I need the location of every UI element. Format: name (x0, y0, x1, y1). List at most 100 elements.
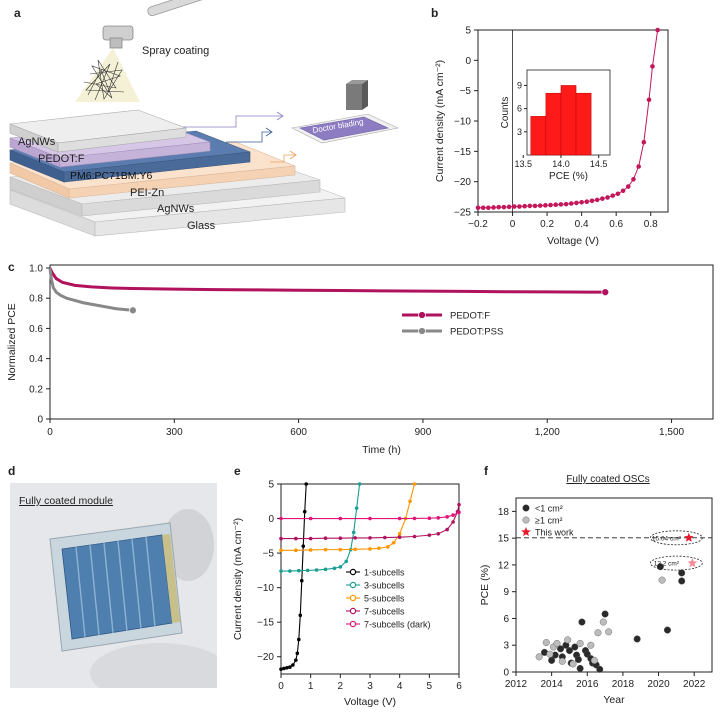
jv-point (527, 203, 533, 209)
jv-point (522, 203, 527, 209)
chart-title: Fully coated OSCs (566, 474, 649, 485)
x-tick-label: 0.8 (644, 219, 658, 230)
spray-label: Spray coating (142, 45, 209, 57)
series-point (285, 665, 289, 670)
legend-marker (418, 327, 426, 335)
nanowire-scribble (83, 59, 125, 101)
y-tick-label: 6 (503, 614, 509, 625)
x-tick-label: 2012 (505, 679, 528, 690)
x-tick-label: 2020 (647, 679, 670, 690)
layer-label-agnws-top: AgNWs (18, 136, 56, 148)
y-tick-label: −10 (257, 583, 274, 594)
legend-label: <1 cm² (535, 503, 563, 513)
module-photo: Fully coated module (10, 483, 230, 703)
jv-point (537, 203, 543, 208)
data-point (571, 643, 579, 651)
y-tick-label: −5 (263, 549, 275, 560)
series-point (353, 547, 357, 552)
data-point (678, 577, 686, 585)
module-jv-chart-e: 0 1 2 3 4 5 6 5 0 −5 −10 −15 −20 Voltage (V) Current d… (232, 480, 462, 709)
jv-point (553, 202, 559, 208)
legend-marker (349, 607, 357, 615)
x-tick-label: 0 (278, 681, 284, 692)
inset-y-tick-label: 9 (517, 80, 522, 90)
star-marker (684, 532, 694, 542)
spray-nozzle-icon (102, 0, 225, 49)
legend-label: PEDOT:PSS (450, 327, 503, 338)
series-line (48, 267, 134, 312)
jv-point (548, 202, 553, 208)
series-point (427, 533, 432, 537)
y-tick-label: 0.2 (29, 384, 43, 395)
series-point (279, 536, 283, 541)
jv-point (594, 197, 600, 203)
y-tick-label: 12 (498, 560, 510, 571)
x-tick-label: 0.4 (575, 219, 589, 230)
data-point (663, 626, 671, 634)
jv-point (650, 64, 655, 69)
y-tick-label: 1.0 (29, 264, 43, 275)
plot-frame (515, 497, 713, 673)
inset-x-tick-label: 14.5 (590, 159, 608, 169)
inset-y-tick-label: 6 (517, 104, 522, 114)
series-point (308, 548, 313, 552)
x-tick-label: 2022 (683, 679, 706, 690)
series-point (308, 516, 313, 521)
series-point (357, 482, 362, 486)
glove-thumb (162, 509, 214, 581)
jv-point (600, 196, 605, 201)
x-axis-label: Year (603, 694, 625, 706)
y-tick-label: 5 (268, 480, 274, 491)
series-point (297, 568, 301, 573)
module-photo-drawing (49, 509, 230, 703)
jv-point (475, 205, 481, 211)
series-point (457, 510, 461, 515)
series-line (281, 504, 460, 540)
inset-y-label: Counts (500, 97, 511, 129)
series-point (368, 547, 372, 551)
series-point (294, 658, 298, 662)
legend-label: 1-subcells (364, 567, 405, 577)
series-point (436, 531, 441, 536)
data-point (553, 639, 561, 647)
x-tick-label: 2 (338, 681, 344, 692)
layer-label-glass: Glass (187, 220, 216, 232)
data-point (594, 629, 602, 637)
y-axis-label: PCE (%) (479, 565, 491, 606)
x-tick-label: 2014 (541, 679, 564, 690)
stability-chart-c: 0 300 600 900 1,200 1,500 0 0.2 0.4 0.6 0.8 1.0 Time… (6, 264, 714, 456)
x-tick-label: 0 (47, 427, 53, 438)
series-point (338, 565, 343, 569)
jv-point (615, 191, 621, 197)
series-point (412, 482, 417, 486)
jv-point (631, 176, 636, 182)
data-point (564, 636, 572, 644)
y-tick-label: −5 (460, 86, 472, 97)
layer-agnws-top (9, 109, 187, 153)
jv-point (584, 199, 590, 204)
series-point (354, 506, 359, 510)
histogram-bar (560, 85, 577, 156)
data-point (599, 618, 607, 626)
series-point (314, 568, 319, 572)
series-point (451, 513, 455, 517)
layer-label-pedot: PEDOT:F (38, 153, 85, 165)
y-axis-label: Current density (mA cm⁻²) (434, 60, 446, 182)
inset-x-tick-label: 14.0 (552, 159, 570, 169)
legend-marker (349, 568, 357, 576)
legend-marker (418, 311, 426, 319)
layer-label-agnws-bottom: AgNWs (157, 203, 195, 215)
series-point (338, 516, 343, 521)
jv-point (574, 200, 579, 206)
y-tick-label: −20 (454, 177, 471, 188)
annotation-ellipse (649, 530, 703, 546)
data-point (578, 618, 586, 626)
series-point (377, 546, 381, 551)
data-point (590, 656, 598, 664)
panel-label-e: e (234, 464, 241, 478)
data-point (605, 628, 613, 636)
jv-point (605, 195, 610, 200)
y-tick-label: 0 (465, 56, 471, 67)
series-point (412, 516, 417, 521)
legend-label: This work (535, 527, 574, 537)
